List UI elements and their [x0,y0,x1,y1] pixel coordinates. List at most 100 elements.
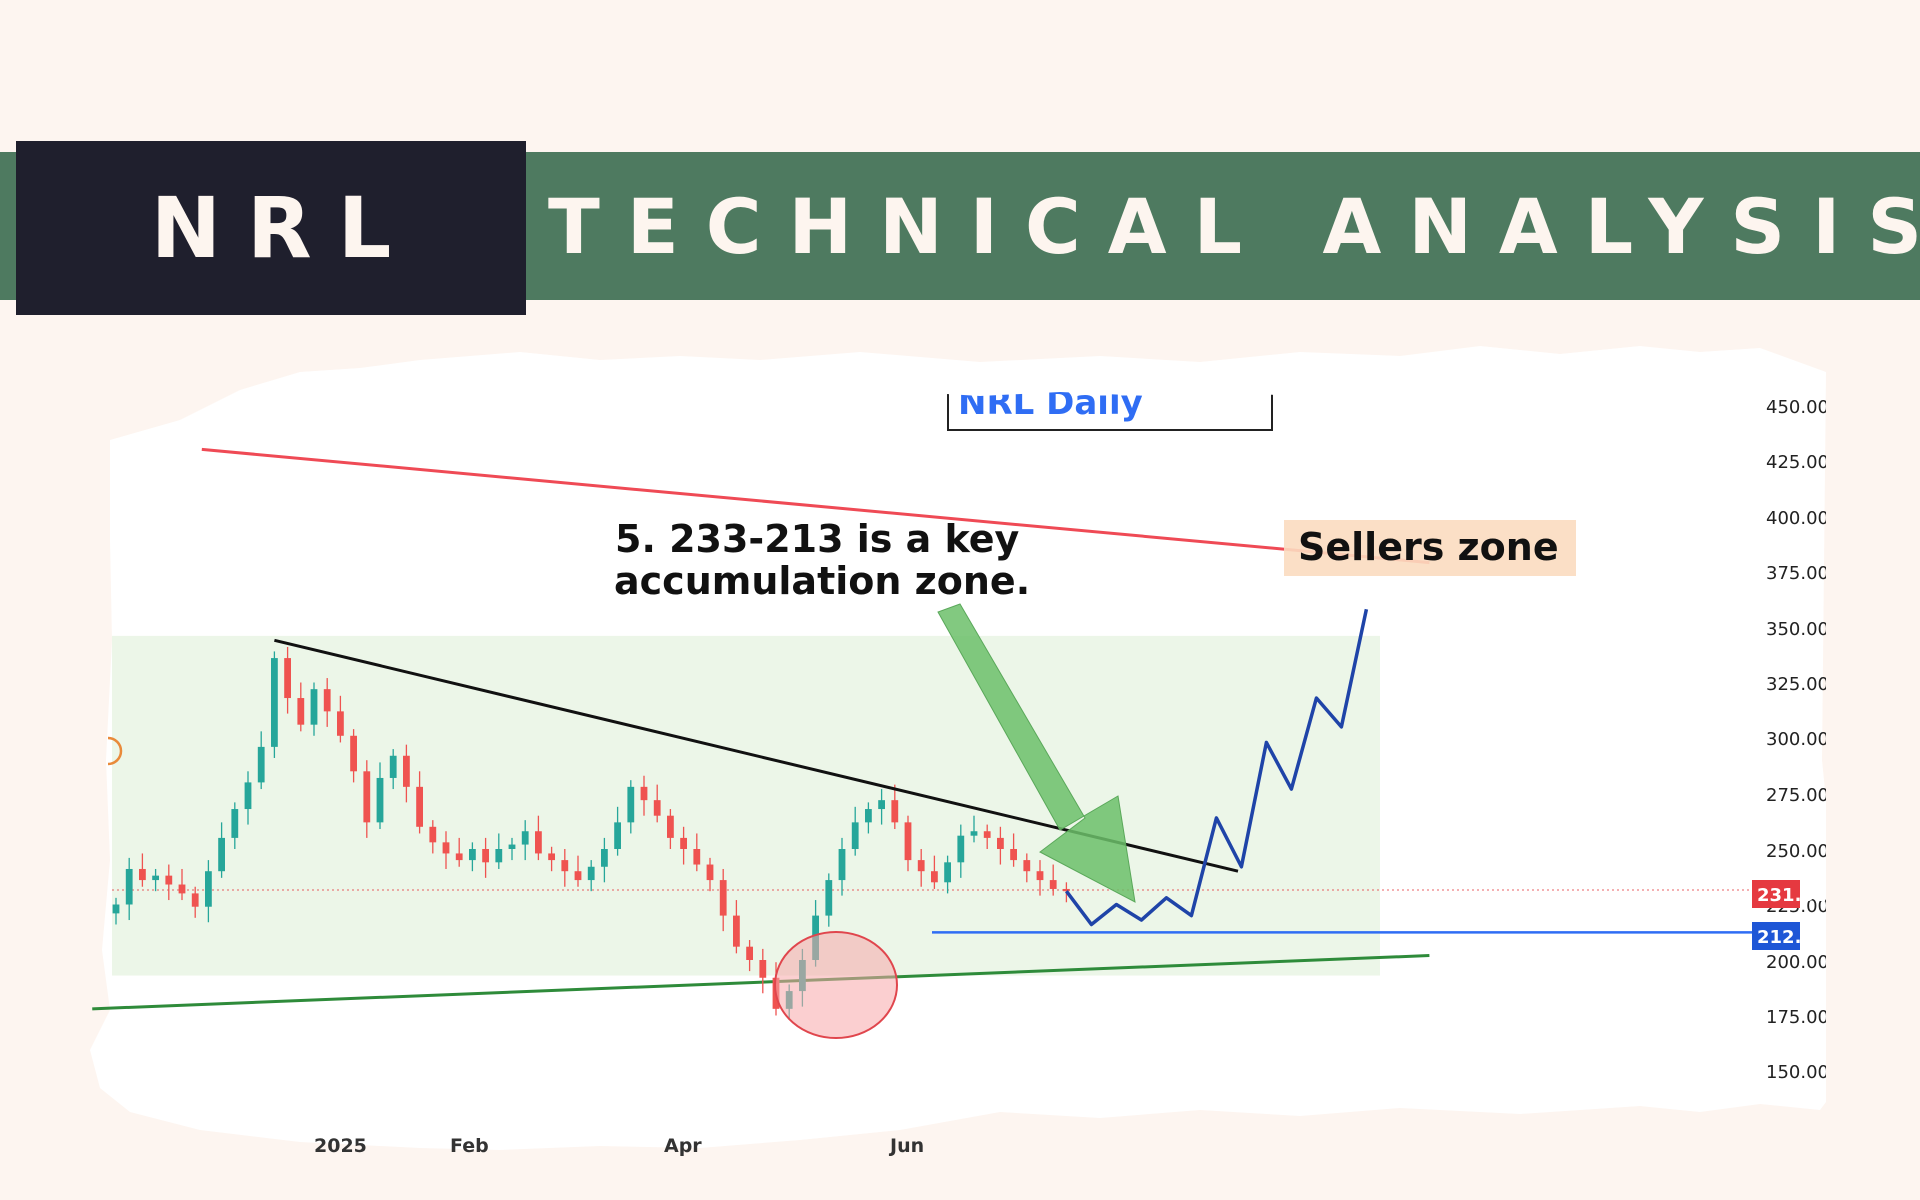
candle-body [139,868,146,881]
candle-body [218,837,225,872]
current-price-badge [1752,880,1800,908]
torn-edge-overlay [930,368,1290,396]
candle-body [297,698,305,725]
y-tick-label: 375.00 [1766,563,1829,584]
candle-body [178,884,186,894]
candle-body [759,960,767,978]
y-tick-label: 175.00 [1766,1007,1829,1028]
candle-body [310,689,318,725]
candle-body [1023,860,1031,872]
x-axis: 2025 Feb Apr Jun [314,1135,924,1157]
candle-body [667,815,674,838]
candle-body [653,800,661,816]
candle-body [891,800,899,823]
candle-body [904,822,912,861]
candle-body [574,871,582,881]
candle-body [350,735,357,772]
y-tick-label: 300.00 [1766,729,1829,750]
y-tick-label: 425.00 [1766,452,1829,473]
candle-body [601,849,608,867]
candle-body [257,746,265,783]
x-tick-label: 2025 [314,1135,367,1157]
candle-body [1036,871,1044,881]
candle-body [363,771,371,823]
candle-body [851,822,859,849]
candle-body [680,837,687,849]
y-tick-label: 350.00 [1766,619,1829,640]
candle-body [112,904,120,914]
candle-body [878,800,885,810]
candle-body [521,831,529,845]
candle-body [482,849,489,863]
y-tick-label: 325.00 [1766,674,1829,695]
candle-body [944,862,951,883]
candle-body [125,868,133,905]
right-edge-cover [1826,380,1920,1140]
y-tick-label: 400.00 [1766,508,1829,529]
candle-body [561,860,569,872]
accumulation-zone [112,635,1380,976]
candle-body [917,860,925,872]
y-tick-label: 450.00 [1766,397,1829,418]
candle-body [640,786,648,801]
candle-body [587,866,595,881]
candle-body [495,849,503,863]
candle-body [997,837,1004,849]
candle-body [983,831,991,838]
candle-body [746,946,753,960]
candle-body [970,831,978,836]
accumulation-annotation-line1: 5. 233-213 is a key [615,517,1020,561]
candle-body [719,880,727,916]
green-arrow-icon [937,603,1136,903]
candle-body [403,755,410,787]
candle-body [231,809,239,838]
candle-body [389,755,397,778]
candle-body [706,864,714,881]
candle-body [535,831,542,854]
candle-body [957,835,965,863]
sellers-zone-label: Sellers zone [1298,525,1559,569]
candle-body [337,711,344,736]
candle-body [1049,880,1057,889]
candle-body [693,849,701,865]
candle-body [455,853,463,861]
support-price-value: 212.43 [1757,927,1826,948]
candle-body [1063,888,1070,892]
candle-body [733,915,740,947]
support-trendline [92,954,1430,1011]
candle-body [627,786,635,823]
low-highlight-circle [774,931,898,1039]
resistance-trendline [201,447,1430,565]
ticker-box: NRL [16,141,526,315]
candle-body [469,849,476,861]
current-price-value: 231.51 [1757,885,1826,906]
page-title: TECHNICAL ANALYSIS [548,181,1920,271]
y-tick-label: 250.00 [1766,841,1829,862]
y-tick-label: 150.00 [1766,1062,1829,1083]
candle-body [323,689,331,712]
candle-body [614,822,621,849]
candle-body [416,786,423,827]
x-tick-label: Feb [450,1135,489,1157]
candle-body [271,658,278,747]
accumulation-annotation-line2: accumulation zone. [614,559,1030,603]
projection-path [1065,608,1369,927]
x-tick-label: Apr [664,1135,702,1157]
candle-body [838,849,846,881]
candle-body [191,893,199,907]
candle-body [548,853,555,861]
candle-body [931,871,938,883]
candle-body [429,826,437,843]
candle-body [865,809,872,823]
candles [112,646,1070,1020]
candle-body [825,880,833,916]
candle-body [152,875,159,881]
candle-body [1010,849,1017,861]
candle-body [244,782,252,810]
candle-body [508,844,516,849]
ticker-symbol: NRL [150,179,418,277]
candle-body [442,842,450,854]
support-price-badge [1752,922,1800,950]
candle-body [376,777,384,823]
